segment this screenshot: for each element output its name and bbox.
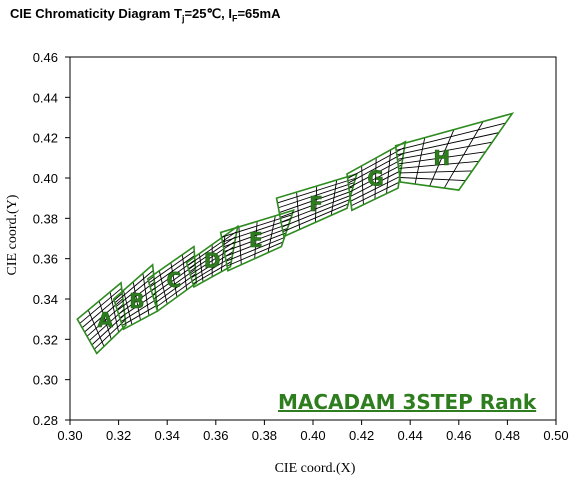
bin-grid-line [429, 129, 455, 187]
bin-label: B [129, 289, 144, 313]
bin-grid-line [414, 137, 426, 185]
bin-grid-line [142, 273, 150, 316]
bin-f: F [275, 172, 358, 238]
y-tick-label: 0.34 [33, 292, 58, 307]
bin-e: E [219, 209, 295, 272]
y-tick-label: 0.42 [33, 131, 58, 146]
bin-grid-line [109, 291, 120, 333]
bin-grid-line [98, 300, 112, 340]
x-tick-label: 0.36 [203, 428, 228, 443]
bin-g: G [346, 140, 407, 212]
bin-grid-line [330, 179, 338, 216]
bin-label: A [97, 308, 113, 332]
bin-grid-line [296, 192, 301, 230]
bin-grid-line [238, 226, 242, 265]
bin-grid-line [87, 309, 105, 347]
y-tick-label: 0.40 [33, 171, 58, 186]
x-tick-label: 0.30 [57, 428, 82, 443]
y-tick-label: 0.38 [33, 211, 58, 226]
bin-grid-line [254, 221, 258, 259]
chart-title: CIE Chromaticity Diagram Tj=25℃, IF=65mA [10, 6, 281, 24]
y-tick-label: 0.46 [33, 50, 58, 65]
bin-outline [185, 224, 239, 289]
x-tick-label: 0.48 [495, 428, 520, 443]
bin-grid-line [314, 186, 318, 223]
bin-outline [346, 140, 407, 212]
x-tick-label: 0.40 [300, 428, 325, 443]
bin-label: C [167, 268, 182, 292]
bin-grid-line [170, 262, 178, 298]
bin-grid-line [132, 281, 141, 321]
x-tick-label: 0.46 [446, 428, 471, 443]
bin-a: A [76, 281, 127, 355]
bin-outline [146, 245, 198, 313]
bin-label: G [367, 167, 383, 191]
bin-grid-line [158, 270, 168, 305]
x-tick-label: 0.38 [252, 428, 277, 443]
bin-d: D [185, 224, 239, 289]
bin-grid-line [123, 290, 133, 325]
bin-label: E [249, 228, 263, 252]
bin-label: D [204, 249, 221, 273]
bin-h: H [394, 112, 515, 191]
bin-outline [275, 172, 358, 238]
y-tick-label: 0.32 [33, 332, 58, 347]
bin-b: B [112, 263, 159, 331]
x-tick-label: 0.50 [543, 428, 568, 443]
bin-grid-line [386, 149, 392, 194]
y-tick-label: 0.36 [33, 252, 58, 267]
x-tick-label: 0.34 [155, 428, 180, 443]
y-tick-label: 0.28 [33, 413, 58, 428]
axes-layer: 0.30 0.32 0.34 0.36 0.38 0.40 0.42 0.44 0.46 0.48… [33, 50, 569, 443]
bin-grid-line [267, 215, 276, 253]
y-axis-label: CIE coord.(Y) [5, 194, 20, 275]
bin-grid-line [198, 253, 204, 282]
plot-frame [69, 56, 557, 421]
bin-outline [394, 112, 515, 191]
bin-grid-line [443, 121, 484, 189]
bin-grid-line [361, 165, 364, 205]
y-tick-label: 0.30 [33, 373, 58, 388]
bin-label: F [309, 192, 323, 216]
bin-c: C [146, 245, 198, 313]
bin-outline [219, 209, 295, 272]
bin-grid-line [374, 157, 377, 200]
x-tick-label: 0.44 [398, 428, 423, 443]
bin-label: H [433, 146, 450, 170]
x-axis-label: CIE coord.(X) [275, 461, 356, 476]
bin-grid-line [181, 254, 188, 290]
x-tick-label: 0.32 [106, 428, 131, 443]
y-tick-label: 0.44 [33, 90, 58, 105]
x-tick-label: 0.42 [349, 428, 374, 443]
rank-label: MACADAM 3STEP Rank [278, 390, 537, 414]
bin-outline [76, 281, 127, 355]
